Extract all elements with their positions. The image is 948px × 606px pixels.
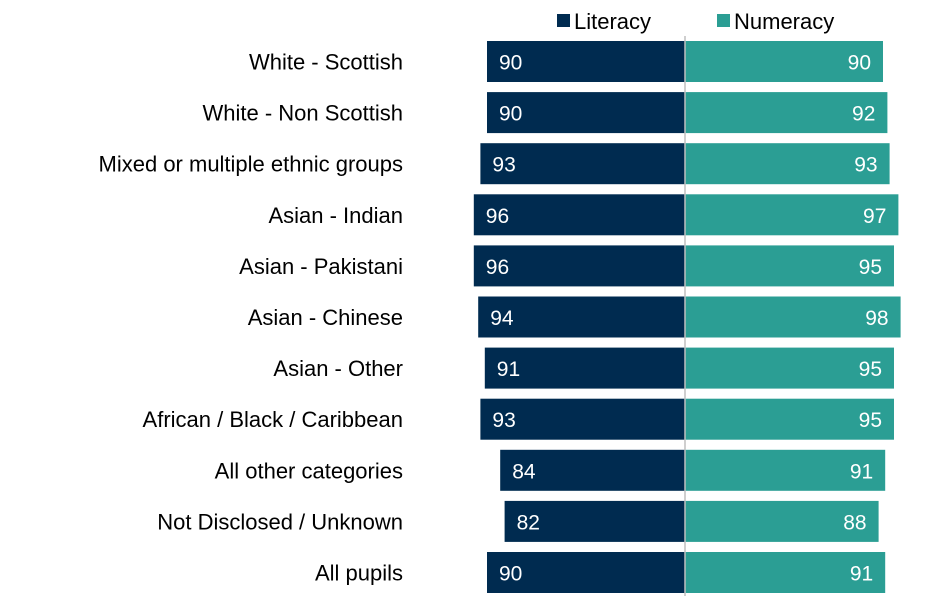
literacy-bar-asian-pakistani [473,245,685,287]
category-label-not-disclosed-unknown: Not Disclosed / Unknown [157,509,403,534]
literacy-bar-asian-chinese [478,296,685,338]
literacy-bar-white-scottish [487,41,685,82]
literacy-value-asian-indian: 96 [486,205,509,228]
numeracy-value-not-disclosed-unknown: 88 [843,511,866,534]
numeracy-value-asian-chinese: 98 [865,307,888,330]
numeracy-bar-white-non-scottish [685,92,888,134]
numeracy-bar-mixed-or-multiple-ethnic-groups [685,143,890,185]
numeracy-bar-asian-chinese [685,296,901,338]
numeracy-value-asian-pakistani: 95 [859,256,882,279]
category-label-mixed-or-multiple-ethnic-groups: Mixed or multiple ethnic groups [99,152,403,177]
category-label-white-scottish: White - Scottish [249,50,403,75]
bars-group: 90 90 90 92 93 93 96 97 96 95 94 98 91 95 93 95 84 91 82 88… [473,41,901,593]
numeracy-bar-asian-other [685,347,894,389]
literacy-value-asian-pakistani: 96 [486,256,509,279]
numeracy-bar-asian-pakistani [685,245,894,287]
category-labels-group: White - Scottish White - Non Scottish Mixe… [99,50,403,586]
numeracy-bar-african-black-caribbean [685,398,894,440]
literacy-value-mixed-or-multiple-ethnic-groups: 93 [492,154,515,177]
literacy-bar-not-disclosed-unknown [504,500,685,542]
literacy-value-white-scottish: 90 [499,52,522,75]
legend-swatch-numeracy [717,14,730,27]
numeracy-bar-all-pupils [685,552,886,593]
literacy-bar-asian-indian [473,194,685,236]
numeracy-value-asian-other: 95 [859,358,882,381]
numeracy-bar-asian-indian [685,194,899,236]
numeracy-value-mixed-or-multiple-ethnic-groups: 93 [854,154,877,177]
category-label-white-non-scottish: White - Non Scottish [202,101,403,126]
legend-label-numeracy: Numeracy [734,9,834,34]
numeracy-value-all-other-categories: 91 [850,460,873,483]
chart-legend: Literacy Numeracy [557,9,834,34]
category-label-african-black-caribbean: African / Black / Caribbean [143,407,403,432]
legend-label-literacy: Literacy [574,9,651,34]
legend-swatch-literacy [557,14,570,27]
literacy-bar-african-black-caribbean [480,398,685,440]
literacy-value-african-black-caribbean: 93 [492,409,515,432]
numeracy-bar-not-disclosed-unknown [685,500,879,542]
category-label-asian-chinese: Asian - Chinese [248,305,403,330]
literacy-value-white-non-scottish: 90 [499,103,522,126]
category-label-asian-pakistani: Asian - Pakistani [239,254,403,279]
literacy-value-asian-chinese: 94 [490,307,514,330]
numeracy-bar-all-other-categories [685,449,886,491]
literacy-bar-white-non-scottish [487,92,685,134]
literacy-value-all-other-categories: 84 [512,460,536,483]
numeracy-value-white-non-scottish: 92 [852,103,875,126]
category-label-asian-other: Asian - Other [273,356,403,381]
literacy-value-asian-other: 91 [497,358,520,381]
category-label-all-other-categories: All other categories [215,458,403,483]
numeracy-value-asian-indian: 97 [863,205,886,228]
numeracy-value-african-black-caribbean: 95 [859,409,882,432]
literacy-bar-mixed-or-multiple-ethnic-groups [480,143,685,185]
numeracy-bar-white-scottish [685,41,883,82]
category-label-all-pupils: All pupils [315,561,403,586]
category-label-asian-indian: Asian - Indian [268,203,403,228]
literacy-bar-all-other-categories [500,449,685,491]
literacy-value-all-pupils: 90 [499,563,522,586]
literacy-bar-all-pupils [487,552,685,593]
literacy-bar-asian-other [484,347,685,389]
literacy-value-not-disclosed-unknown: 82 [517,511,540,534]
numeracy-value-all-pupils: 91 [850,563,873,586]
numeracy-value-white-scottish: 90 [848,52,871,75]
